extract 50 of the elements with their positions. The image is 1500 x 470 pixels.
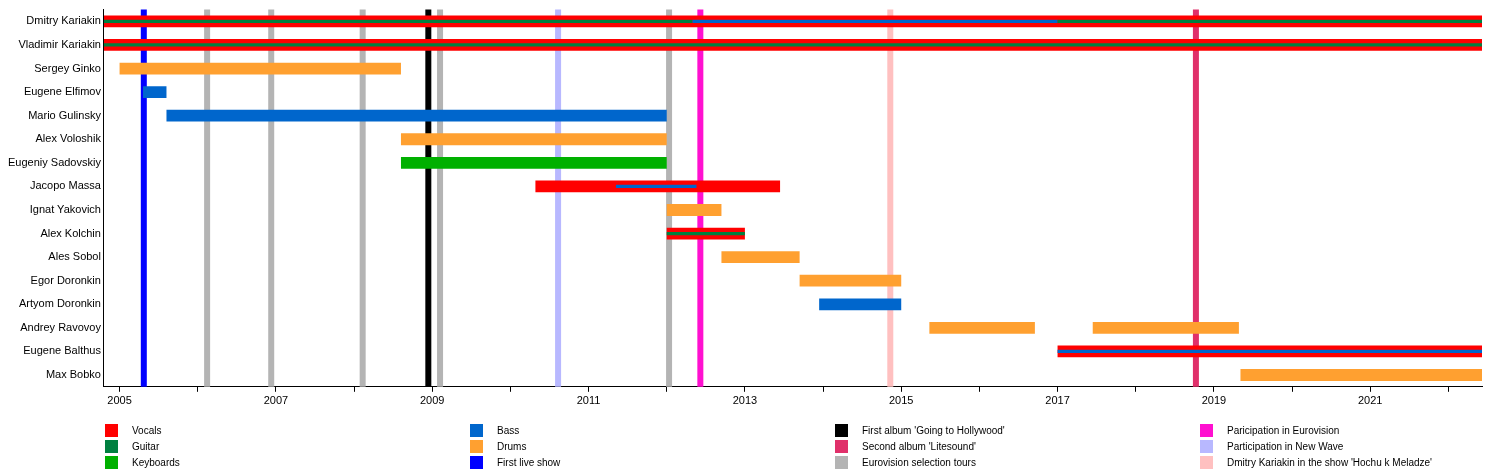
y-tick-label: Eugene Balthus <box>23 344 102 357</box>
x-tick-label: 2021 <box>1357 394 1383 407</box>
x-tick-label: 2007 <box>263 394 289 407</box>
y-tick-label: Andrey Ravovoy <box>20 320 102 333</box>
x-tick-label: 2017 <box>1045 394 1070 407</box>
y-tick-label: Egor Doronkin <box>30 273 101 286</box>
legend-label: Eurovision selection tours <box>862 456 976 468</box>
legend-label: Keyboards <box>132 456 180 468</box>
y-tick-label: Dmitry Kariakin <box>26 14 101 27</box>
legend-label: First live show <box>497 456 561 468</box>
legend-label: Dmitry Kariakin in the show 'Hochu k Meladze' <box>1227 456 1433 468</box>
y-tick-label: Eugene Elfimov <box>23 85 102 98</box>
legend-label: Bass <box>497 424 520 436</box>
bar <box>1057 19 1482 24</box>
bar <box>666 231 745 236</box>
x-tick-label: 2011 <box>576 394 601 407</box>
bar <box>799 274 902 287</box>
bar <box>666 204 722 216</box>
y-tick-label: Ignat Yakovich <box>29 203 101 216</box>
x-tick-label: 2009 <box>419 394 445 407</box>
y-tick-label: Sergey Ginko <box>34 61 101 74</box>
bar <box>929 321 1035 334</box>
x-tick-label: 2019 <box>1201 394 1227 407</box>
y-tick-label: Alex Voloshik <box>35 132 102 145</box>
x-tick-label: 2005 <box>107 394 132 407</box>
bar <box>400 156 667 169</box>
y-tick-label: Eugeniy Sadovskiy <box>7 155 102 168</box>
x-tick-label: 2013 <box>732 394 758 407</box>
y-tick-label: Artyom Doronkin <box>19 297 101 310</box>
bar <box>400 133 667 146</box>
legend-label: First album 'Going to Hollywood' <box>862 424 1005 436</box>
legend-label: Participation in New Wave <box>1227 440 1344 452</box>
y-tick-label: Alex Kolchin <box>40 226 101 239</box>
legend-label: Vocals <box>132 424 162 436</box>
x-tick-label: 2015 <box>888 394 914 407</box>
y-tick-label: Jacopo Massa <box>30 179 102 192</box>
bar <box>721 251 800 264</box>
legend-label: Paricipation in Eurovision <box>1227 424 1340 436</box>
bar <box>1092 321 1239 334</box>
y-tick-label: Max Bobko <box>45 368 101 381</box>
legend-label: Second album 'Litesound' <box>862 440 976 452</box>
legend-label: Guitar <box>132 440 160 452</box>
bar <box>103 19 693 24</box>
bar <box>103 43 1482 47</box>
y-tick-label: Ales Sobol <box>48 250 101 263</box>
bar <box>119 62 401 75</box>
y-tick-label: Vladimir Kariakin <box>18 37 101 50</box>
bar <box>1240 369 1482 381</box>
y-tick-label: Mario Gulinsky <box>28 108 102 121</box>
legend-label: Drums <box>497 440 527 452</box>
